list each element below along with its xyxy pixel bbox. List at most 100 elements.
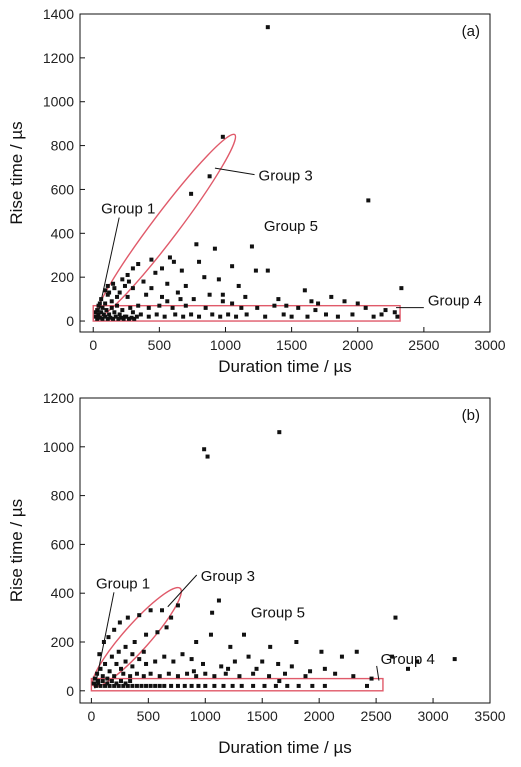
data-point [313,308,318,313]
x-tick: 1500 [276,327,307,353]
data-point [112,310,117,315]
annotation: Group 4 [381,651,435,668]
y-tick: 0 [66,313,85,329]
data-point [130,683,135,688]
data-point [125,683,130,688]
data-point [342,299,347,304]
data-point [160,608,164,613]
data-point [191,669,196,674]
data-point [268,644,273,649]
data-point [154,312,159,317]
data-point [138,312,143,317]
data-point [251,683,256,688]
data-point [116,316,121,321]
data-point [294,640,299,644]
data-point [116,683,121,688]
data-point [103,314,108,319]
data-point [399,286,404,291]
data-point [351,674,356,679]
data-point [101,312,106,317]
data-point [129,315,134,320]
data-point [255,305,260,310]
data-point [107,312,112,317]
data-point [100,305,105,310]
data-point [281,312,286,317]
y-tick: 400 [51,225,85,241]
data-point [128,305,133,310]
group-4-leader [376,665,380,681]
data-points [91,430,457,688]
data-point [98,666,103,671]
data-point [203,671,208,676]
data-point [277,679,282,684]
data-point [125,294,130,299]
y-tick-label: 200 [51,269,75,285]
data-point [120,308,125,313]
data-point [183,303,188,308]
annotation-label: Group 4 [381,651,435,668]
y-tick: 1200 [43,390,85,406]
data-point [194,674,199,679]
y-tick: 1400 [43,6,85,22]
data-point [148,608,153,613]
y-tick: 600 [51,181,85,197]
data-point [452,657,457,662]
data-point [144,632,149,637]
data-point [289,314,294,319]
data-point [96,303,101,308]
data-point [289,664,294,669]
y-tick: 600 [51,536,85,552]
data-point [109,654,114,659]
data-point [109,305,114,310]
data-point [324,312,328,317]
data-point [296,683,301,688]
data-point [130,310,135,315]
data-point [189,657,194,662]
group-4-outline [90,677,384,692]
data-point [239,305,244,310]
data-point [137,613,142,618]
data-point [335,314,340,319]
data-point [117,290,122,295]
y-tick-label: 1200 [43,50,74,66]
data-point [112,627,117,632]
data-point [365,683,369,688]
data-point [182,683,187,688]
x-tick: 0 [89,327,97,353]
data-point [137,657,142,662]
data-point [196,683,201,688]
data-point [272,303,277,308]
data-point [100,316,105,321]
x-tick-label: 3000 [417,708,448,724]
x-tick-label: 2500 [408,337,439,353]
data-point [276,297,281,302]
data-point [189,191,194,196]
x-tick: 2500 [408,327,440,353]
data-point [169,615,174,620]
data-point [157,674,162,679]
data-point [216,277,221,282]
data-point [160,294,164,299]
data-point [179,268,184,273]
x-tick-label: 0 [89,337,97,353]
data-point [415,659,420,664]
data-point [126,279,131,284]
leader-lines [96,167,424,319]
annotation-label: Group 1 [96,575,150,592]
data-point [157,303,162,308]
data-point [354,649,359,654]
data-point [153,659,158,664]
plot-frame [79,397,491,704]
data-point [155,630,160,635]
x-tick-label: 500 [148,337,172,353]
data-point [92,676,97,681]
data-point [130,664,135,669]
data-point [276,661,281,666]
data-point [191,297,196,302]
annotation: Group 4 [428,293,482,310]
data-point [355,301,360,306]
data-point [93,310,98,315]
data-point [183,283,188,288]
data-point [189,312,194,317]
y-tick-label: 400 [51,585,75,601]
